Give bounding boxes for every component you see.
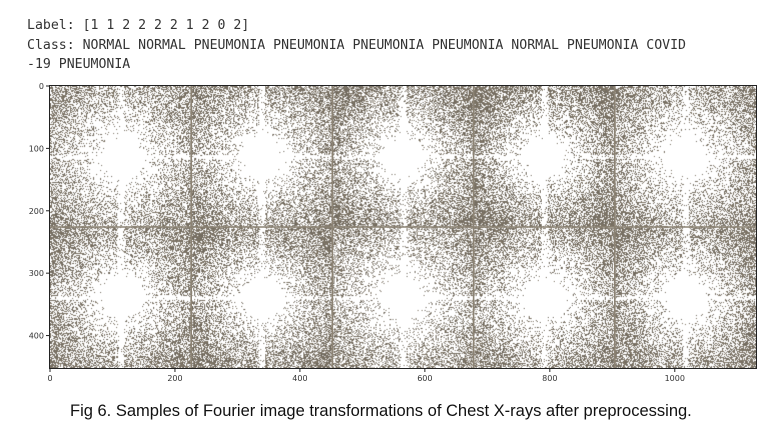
x-tick-label: 600: [417, 374, 432, 383]
fourier-tile-5: [614, 86, 756, 227]
label-array-text: Label: [1 1 2 2 2 2 1 2 0 2]: [27, 18, 250, 33]
fourier-image-grid-figure: 0 200 400 600 800 1000 0 100 200 300 400: [29, 82, 757, 383]
y-tick-label: 0: [39, 82, 44, 91]
figure-caption: Fig 6. Samples of Fourier image transfor…: [70, 402, 692, 420]
y-tick-label: 100: [29, 144, 44, 153]
fourier-tile-7: [191, 227, 333, 368]
fourier-tile-10: [614, 227, 756, 368]
tile-separators: [50, 86, 756, 368]
fourier-tile-8: [332, 227, 474, 368]
fourier-tile-2: [191, 86, 333, 227]
y-tick-label: 400: [29, 332, 44, 341]
class-names-text: Class: NORMAL NORMAL PNEUMONIA PNEUMONIA…: [27, 38, 686, 53]
class-names-text-continued: -19 PNEUMONIA: [27, 57, 131, 72]
plot-frame: [49, 85, 757, 369]
fourier-tile-9: [473, 227, 615, 368]
x-axis: 0 200 400 600 800 1000: [47, 368, 685, 383]
x-tick-label: 400: [292, 374, 307, 383]
fourier-tile-3: [332, 86, 474, 227]
x-tick-label: 200: [167, 374, 182, 383]
x-tick-label: 800: [542, 374, 557, 383]
y-axis: 0 100 200 300 400: [29, 82, 50, 341]
x-tick-label: 0: [47, 374, 52, 383]
image-tiles: [50, 86, 756, 368]
x-tick-label: 1000: [665, 374, 685, 383]
fourier-tile-1: [50, 86, 192, 227]
fourier-tile-6: [50, 227, 192, 368]
y-tick-label: 200: [29, 207, 44, 216]
y-tick-label: 300: [29, 269, 44, 278]
fourier-tile-4: [473, 86, 615, 227]
